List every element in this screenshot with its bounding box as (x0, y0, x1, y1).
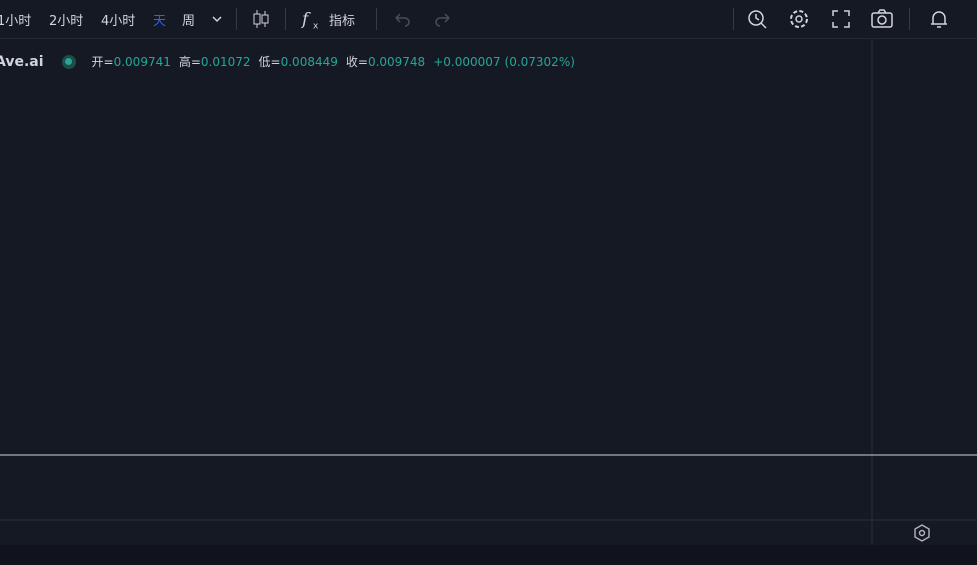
symbol: Ave.ai (0, 53, 44, 70)
fullscreen-button[interactable] (830, 8, 852, 30)
close-value: 0.009748 (367, 54, 426, 69)
interval-button[interactable]: 1小时 (0, 14, 32, 29)
separator (285, 8, 286, 30)
close-label: 收= (345, 55, 368, 69)
separator (733, 8, 734, 30)
low-value: 0.008449 (280, 54, 338, 69)
indicators-button[interactable]: 指标 (329, 14, 356, 29)
open-value: 0.009741 (113, 54, 171, 69)
high-label: 高= (178, 55, 201, 69)
toolbar: 1小时 2小时 4小时 天 周 f x 指标 (0, 0, 977, 39)
interval-button[interactable]: 天 (153, 14, 167, 29)
redo-button[interactable] (433, 10, 453, 28)
svg-text:f: f (300, 10, 311, 30)
chart-type-button[interactable] (250, 8, 272, 30)
open-label: 开= (91, 55, 114, 69)
settings-button[interactable] (788, 8, 810, 30)
interval-button[interactable]: 2小时 (49, 14, 84, 29)
legend: Ave.ai 开=0.009741 高=0.01072 低=0.008449 收… (0, 53, 579, 70)
axis-settings-button[interactable] (914, 524, 930, 542)
chart (0, 39, 977, 565)
change-percent: (0.07302%) (504, 54, 575, 69)
svg-text:x: x (313, 22, 319, 32)
low-label: 低= (258, 55, 281, 69)
interval-button[interactable]: 周 (182, 14, 196, 29)
bottom-bar (0, 545, 977, 565)
interval-button[interactable]: 4小时 (101, 14, 136, 29)
separator (909, 8, 910, 30)
indicator-icon[interactable]: f x (300, 8, 324, 32)
separator (236, 8, 237, 30)
alert-button[interactable] (928, 8, 950, 30)
screenshot-button[interactable] (870, 8, 894, 30)
separator (376, 8, 377, 30)
status-dot (61, 54, 76, 69)
undo-button[interactable] (392, 10, 412, 28)
change: +0.000007 (433, 54, 501, 69)
high-value: 0.01072 (200, 54, 251, 69)
replay-button[interactable] (746, 8, 768, 30)
interval-dropdown[interactable] (210, 12, 224, 26)
